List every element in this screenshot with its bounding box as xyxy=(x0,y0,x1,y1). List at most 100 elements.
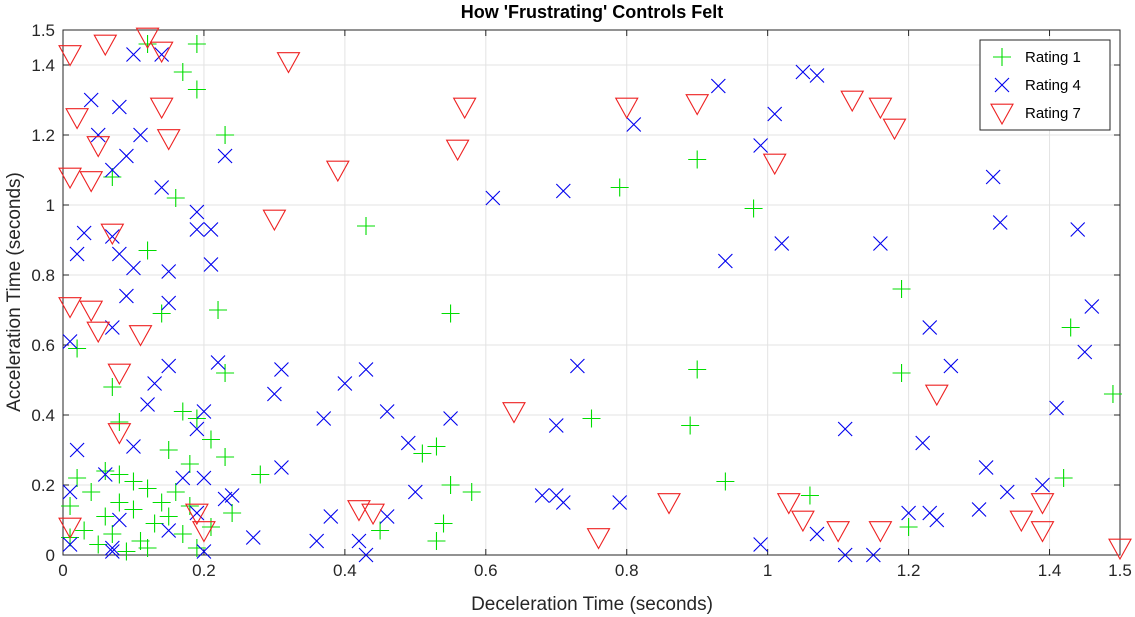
plus-marker xyxy=(138,35,157,53)
x-marker xyxy=(1049,400,1064,416)
x-marker xyxy=(570,358,585,374)
x-marker xyxy=(189,204,205,220)
plus-marker xyxy=(187,80,206,99)
y-tick-label: 0.8 xyxy=(31,266,55,285)
x-marker xyxy=(534,488,550,503)
legend-x-marker xyxy=(994,77,1010,93)
series-rating-7 xyxy=(58,27,1132,561)
x-marker xyxy=(119,148,134,164)
x-marker xyxy=(104,320,120,335)
plus-marker xyxy=(434,514,453,533)
y-tick-label: 1.5 xyxy=(31,21,55,40)
triangle-down-marker xyxy=(790,510,815,533)
x-marker xyxy=(274,362,289,377)
x-marker xyxy=(83,92,99,108)
x-marker xyxy=(1077,344,1093,360)
x-tick-label: 0 xyxy=(58,561,67,580)
x-marker xyxy=(992,215,1008,230)
x-marker xyxy=(267,386,282,402)
x-marker xyxy=(154,47,170,62)
y-axis-label: Acceleration Time (seconds) xyxy=(4,172,25,412)
x-marker xyxy=(224,488,240,503)
triangle-down-marker xyxy=(79,300,104,323)
plus-marker xyxy=(75,521,94,540)
plus-marker xyxy=(441,304,460,323)
chart-title: How 'Frustrating' Controls Felt xyxy=(461,2,724,22)
x-marker xyxy=(767,106,783,122)
triangle-down-marker xyxy=(1030,521,1055,543)
x-marker xyxy=(407,484,423,500)
x-marker xyxy=(717,253,733,269)
triangle-down-marker xyxy=(65,108,90,130)
x-marker xyxy=(126,439,141,454)
plus-marker xyxy=(744,199,763,218)
x-tick-label: 1 xyxy=(763,561,772,580)
plus-marker xyxy=(68,339,87,358)
triangle-down-marker xyxy=(614,97,639,120)
triangle-down-marker xyxy=(868,521,893,543)
plus-marker xyxy=(610,178,629,197)
plus-marker xyxy=(110,465,129,484)
x-marker xyxy=(175,470,191,486)
triangle-down-marker xyxy=(276,52,301,74)
y-tick-label: 0.6 xyxy=(31,336,55,355)
x-marker xyxy=(379,404,395,419)
plus-marker xyxy=(173,402,192,421)
plus-marker xyxy=(89,535,108,554)
plus-marker xyxy=(138,539,157,557)
x-tick-label: 1.2 xyxy=(897,561,921,580)
x-marker xyxy=(62,334,78,349)
x-marker xyxy=(915,435,931,451)
legend-triangle-down-marker xyxy=(990,103,1014,126)
x-tick-label: 0.8 xyxy=(615,561,639,580)
plus-marker xyxy=(103,525,122,543)
plus-marker xyxy=(688,150,707,169)
plus-marker xyxy=(180,455,199,473)
y-tick-label: 1.2 xyxy=(31,126,55,145)
x-marker xyxy=(612,495,628,510)
plus-marker xyxy=(159,507,178,526)
triangle-down-marker xyxy=(586,528,611,550)
plus-marker xyxy=(138,479,157,498)
plus-marker xyxy=(117,542,136,561)
plus-marker xyxy=(166,483,185,501)
plus-marker xyxy=(582,409,601,428)
x-marker xyxy=(217,148,233,164)
x-marker xyxy=(154,180,170,195)
x-marker xyxy=(985,169,1001,185)
x-marker xyxy=(922,320,938,335)
x-marker xyxy=(69,246,85,262)
x-marker xyxy=(809,68,825,83)
triangle-down-marker xyxy=(58,45,82,67)
triangle-down-marker xyxy=(762,153,787,176)
plus-marker xyxy=(216,126,235,144)
x-marker xyxy=(111,246,127,262)
x-marker xyxy=(189,421,205,437)
plus-marker xyxy=(800,486,819,505)
plus-marker xyxy=(216,364,235,382)
plus-marker xyxy=(462,483,481,501)
x-marker xyxy=(978,460,994,475)
triangle-down-marker xyxy=(826,521,851,543)
triangle-down-marker xyxy=(325,160,350,183)
legend-label: Rating 1 xyxy=(1025,49,1081,66)
x-marker xyxy=(210,355,226,370)
x-marker xyxy=(111,512,127,528)
x-marker xyxy=(865,547,881,563)
y-tick-label: 1 xyxy=(46,196,55,215)
triangle-down-marker xyxy=(1108,538,1132,561)
x-marker xyxy=(943,358,959,374)
x-marker xyxy=(69,442,85,458)
triangle-down-marker xyxy=(262,209,287,232)
axis-ticks: 0 0.2 0.4 0.6 0.8 1 1.2 1.4 1.5 0 0.2 0.4 0.6 0.8 1 1.2… xyxy=(31,21,1131,580)
x-marker xyxy=(626,117,642,132)
plus-marker xyxy=(124,500,143,519)
x-tick-label: 0.2 xyxy=(192,561,216,580)
x-marker xyxy=(104,162,120,178)
plus-marker xyxy=(152,304,171,323)
plus-marker xyxy=(371,521,390,540)
x-marker xyxy=(1084,299,1100,314)
x-marker xyxy=(1070,222,1086,237)
triangle-down-marker xyxy=(135,27,160,50)
triangle-down-marker xyxy=(149,97,174,120)
